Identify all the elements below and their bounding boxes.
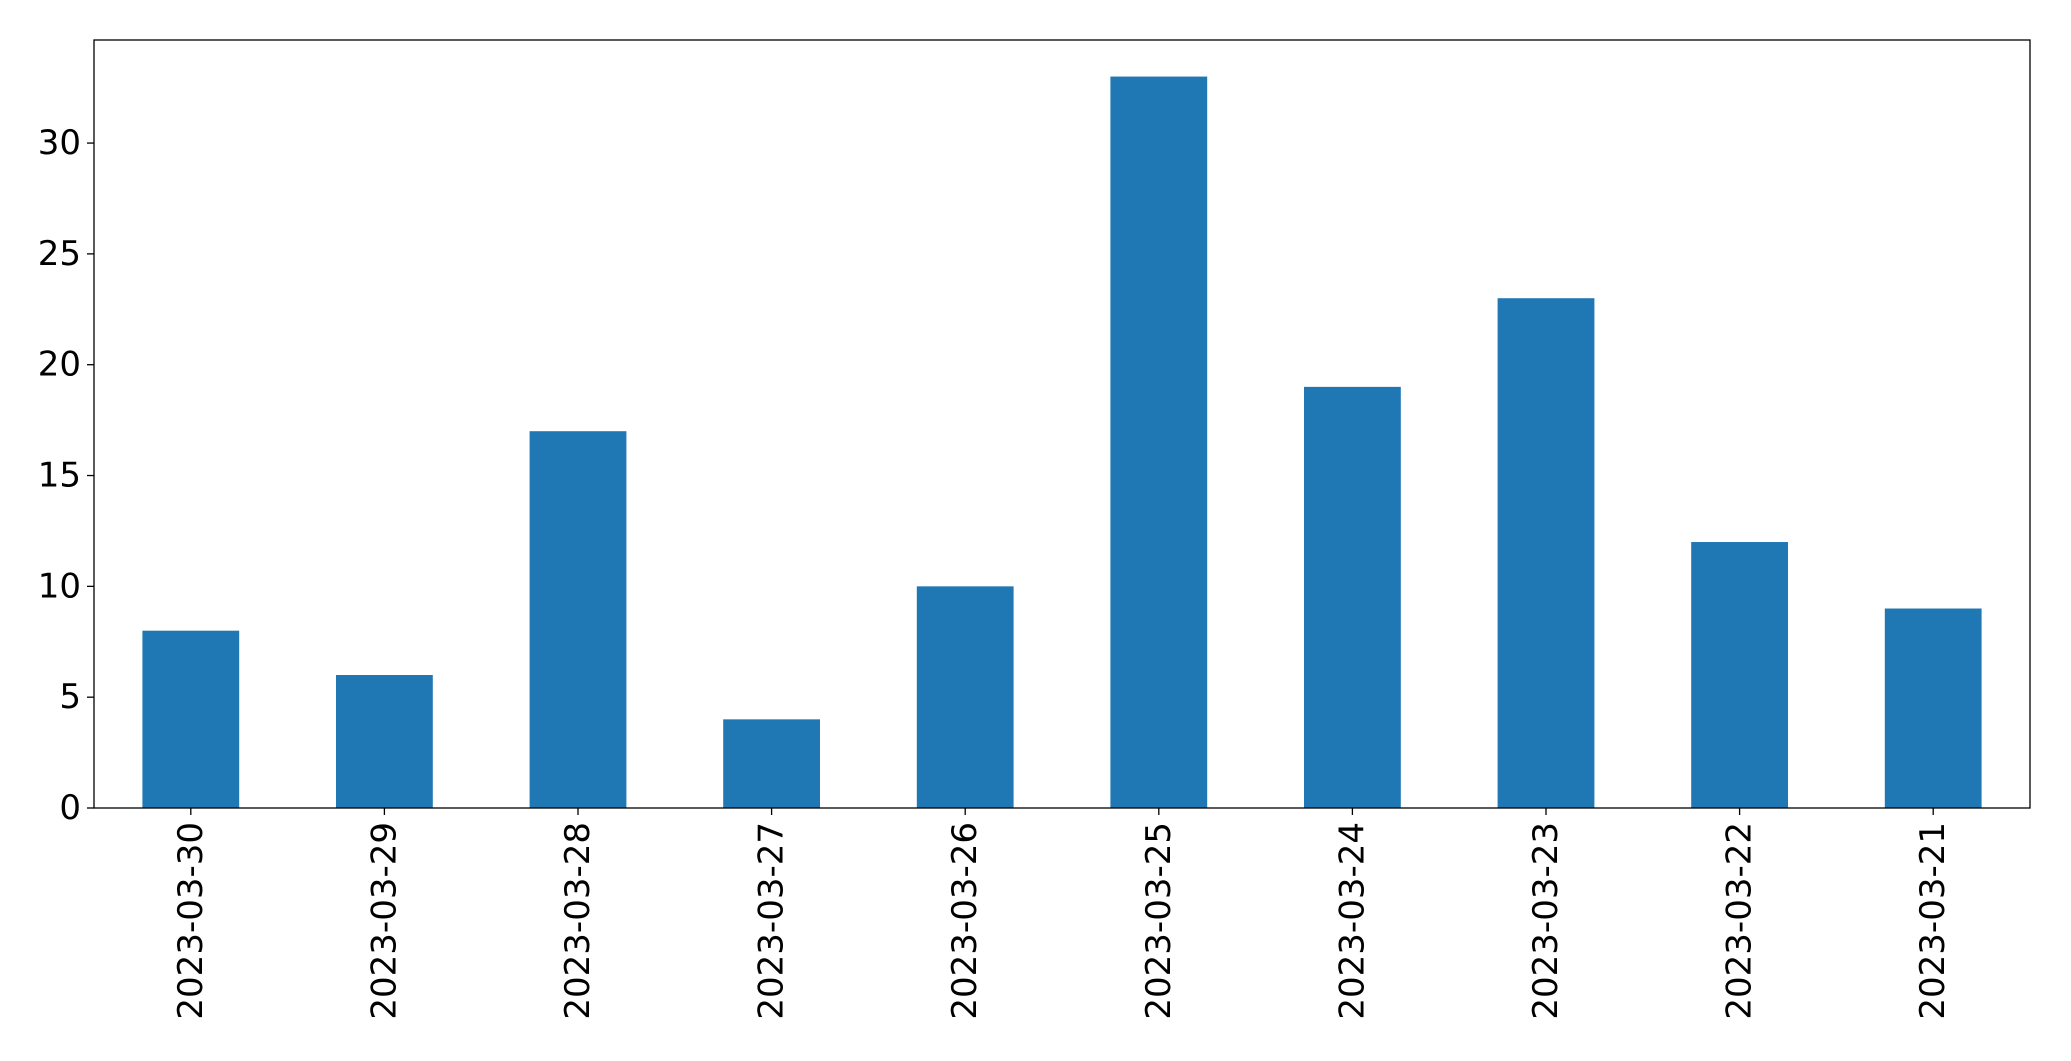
x-tick-label: 2023-03-30 [171, 822, 211, 1020]
bar [1884, 608, 1982, 808]
bar [1304, 386, 1401, 808]
x-tick-label: 2023-03-24 [1332, 822, 1372, 1020]
y-tick-label: 5 [59, 677, 81, 717]
bar [723, 719, 820, 808]
x-tick-label: 2023-03-26 [945, 822, 985, 1020]
y-tick-label: 25 [38, 234, 81, 274]
y-tick-label: 20 [38, 345, 81, 385]
x-tick-label: 2023-03-23 [1526, 822, 1566, 1020]
y-tick-label: 30 [38, 123, 81, 163]
y-tick-label: 10 [38, 566, 81, 606]
y-tick-label: 0 [59, 788, 81, 828]
bar [336, 675, 433, 808]
x-tick-label: 2023-03-28 [558, 822, 598, 1020]
plot-frame [93, 39, 2031, 809]
x-tick-label: 2023-03-22 [1720, 822, 1760, 1020]
x-tick-label: 2023-03-29 [364, 822, 404, 1020]
x-tick-label: 2023-03-27 [752, 822, 792, 1020]
y-tick-label: 15 [38, 456, 81, 496]
x-tick-label: 2023-03-25 [1139, 822, 1179, 1020]
bar [916, 586, 1014, 808]
bar [529, 431, 627, 808]
bar [1110, 76, 1208, 809]
x-tick-label: 2023-03-21 [1913, 822, 1953, 1020]
bar [142, 630, 240, 808]
bar [1497, 298, 1595, 808]
bar [1691, 542, 1788, 808]
